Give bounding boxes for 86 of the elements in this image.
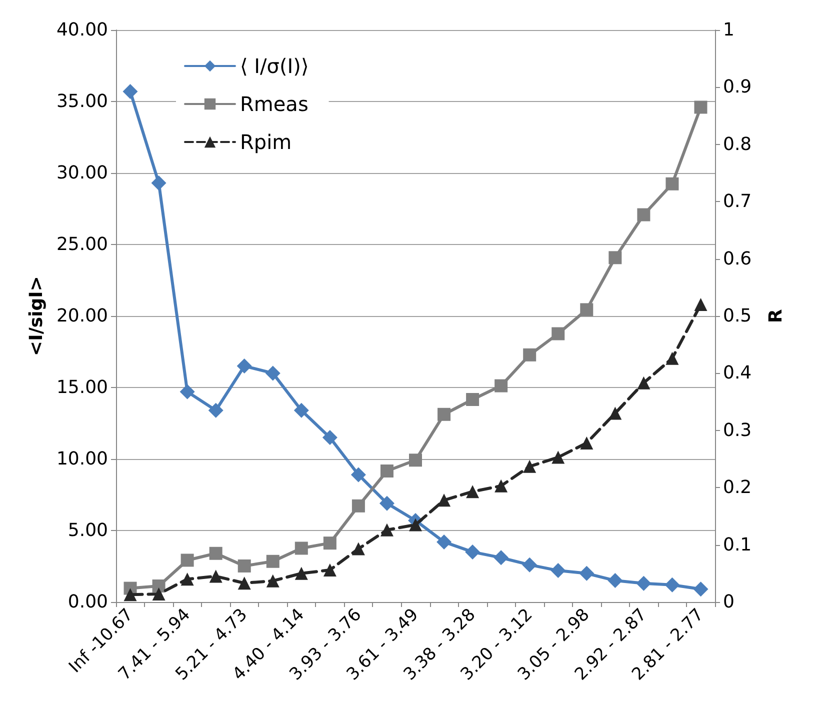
y2-tick-label: 0.9 (723, 76, 752, 98)
point (494, 550, 509, 566)
y2-tick-label: 0.2 (723, 477, 752, 498)
point (552, 327, 565, 340)
y2-tick-label: 0.6 (723, 248, 752, 270)
point (265, 366, 280, 381)
point (579, 566, 594, 581)
point (550, 563, 566, 578)
point (209, 546, 222, 560)
y2-tick-label: 0.3 (723, 420, 752, 441)
point (180, 572, 194, 586)
point (438, 494, 451, 507)
point (466, 485, 480, 498)
point (208, 402, 224, 418)
point (636, 576, 652, 591)
point (380, 523, 394, 536)
y-tick-label: 5.00 (68, 520, 108, 541)
legend-label: Rpim (240, 130, 292, 154)
point (465, 544, 480, 560)
point (236, 358, 252, 374)
y2-tick-label: 0.1 (723, 534, 752, 556)
y-tick-label: 30.00 (56, 162, 108, 184)
point (693, 582, 708, 597)
y-tick-label: 25.00 (56, 234, 108, 255)
point (494, 379, 508, 392)
point (294, 566, 308, 580)
point (180, 554, 194, 567)
point (152, 579, 166, 592)
y2-tick-label: 0.4 (723, 362, 752, 384)
legend-label: ⟨ I/σ(I)⟩ (240, 54, 309, 78)
point (608, 573, 623, 588)
point (694, 298, 708, 312)
point (323, 536, 336, 550)
point (409, 454, 422, 467)
y-tick-label: 0.00 (68, 592, 108, 612)
point (266, 574, 280, 588)
point (352, 542, 365, 556)
y2-tick-label: 1 (723, 20, 734, 40)
point (180, 384, 195, 400)
point (124, 588, 137, 602)
point (380, 464, 394, 478)
point (523, 460, 536, 473)
y2-tick-label: 0 (723, 592, 734, 612)
point (294, 542, 308, 555)
point (352, 499, 365, 512)
point (580, 303, 594, 316)
y-axis-title: <I/sigI> (26, 276, 48, 356)
y-tick-label: 20.00 (56, 306, 108, 326)
point (436, 534, 452, 550)
point (664, 577, 680, 592)
point (608, 406, 622, 420)
point (523, 348, 536, 362)
y-tick-label: 40.00 (56, 20, 108, 40)
point (294, 402, 309, 418)
point (409, 518, 422, 532)
y-tick-label: 10.00 (56, 448, 108, 470)
point (694, 100, 708, 114)
point (209, 570, 222, 583)
point (466, 393, 480, 406)
point (350, 467, 366, 482)
legend-label: Rmeas (240, 92, 308, 116)
point (322, 430, 338, 446)
point (666, 352, 679, 365)
point (580, 436, 594, 450)
point (266, 554, 280, 568)
y2-tick-label: 0.8 (723, 134, 752, 155)
point (238, 576, 251, 590)
point (323, 563, 336, 576)
point (151, 176, 166, 191)
y2-tick-label: 0.7 (723, 191, 752, 212)
point (522, 557, 538, 572)
y2-tick-label: 0.5 (723, 306, 752, 326)
point (494, 479, 508, 492)
y-tick-label: 35.00 (56, 91, 108, 112)
point (552, 450, 565, 464)
y2-axis-title: R (766, 308, 786, 323)
point (438, 408, 451, 421)
point (666, 177, 679, 190)
point (379, 496, 394, 511)
y-tick-label: 15.00 (56, 377, 108, 398)
point (637, 208, 650, 222)
point (608, 251, 622, 264)
point (238, 559, 251, 572)
point (122, 84, 138, 99)
point (152, 587, 166, 600)
point (637, 376, 650, 390)
